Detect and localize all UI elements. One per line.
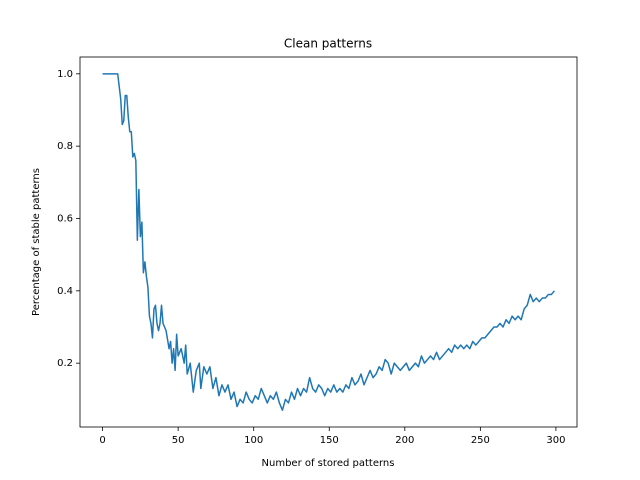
x-tick-label: 0 — [99, 435, 105, 446]
x-tick-label: 50 — [172, 435, 185, 446]
y-tick-label: 0.8 — [57, 141, 73, 152]
x-axis-label: Number of stored patterns — [262, 458, 395, 469]
x-tick-label: 150 — [320, 435, 339, 446]
plot-frame — [79, 56, 578, 428]
x-tick-label: 100 — [244, 435, 263, 446]
x-tick-label: 200 — [395, 435, 414, 446]
x-tick-label: 300 — [546, 435, 565, 446]
y-tick-label: 0.2 — [57, 358, 73, 369]
y-tick-label: 0.4 — [57, 286, 73, 297]
data-line — [102, 73, 555, 411]
x-tick-label: 250 — [471, 435, 490, 446]
y-tick-label: 0.6 — [57, 213, 73, 224]
chart-title: Clean patterns — [284, 37, 372, 51]
y-axis-label: Percentage of stable patterns — [31, 168, 42, 316]
y-tick-label: 1.0 — [57, 69, 73, 80]
